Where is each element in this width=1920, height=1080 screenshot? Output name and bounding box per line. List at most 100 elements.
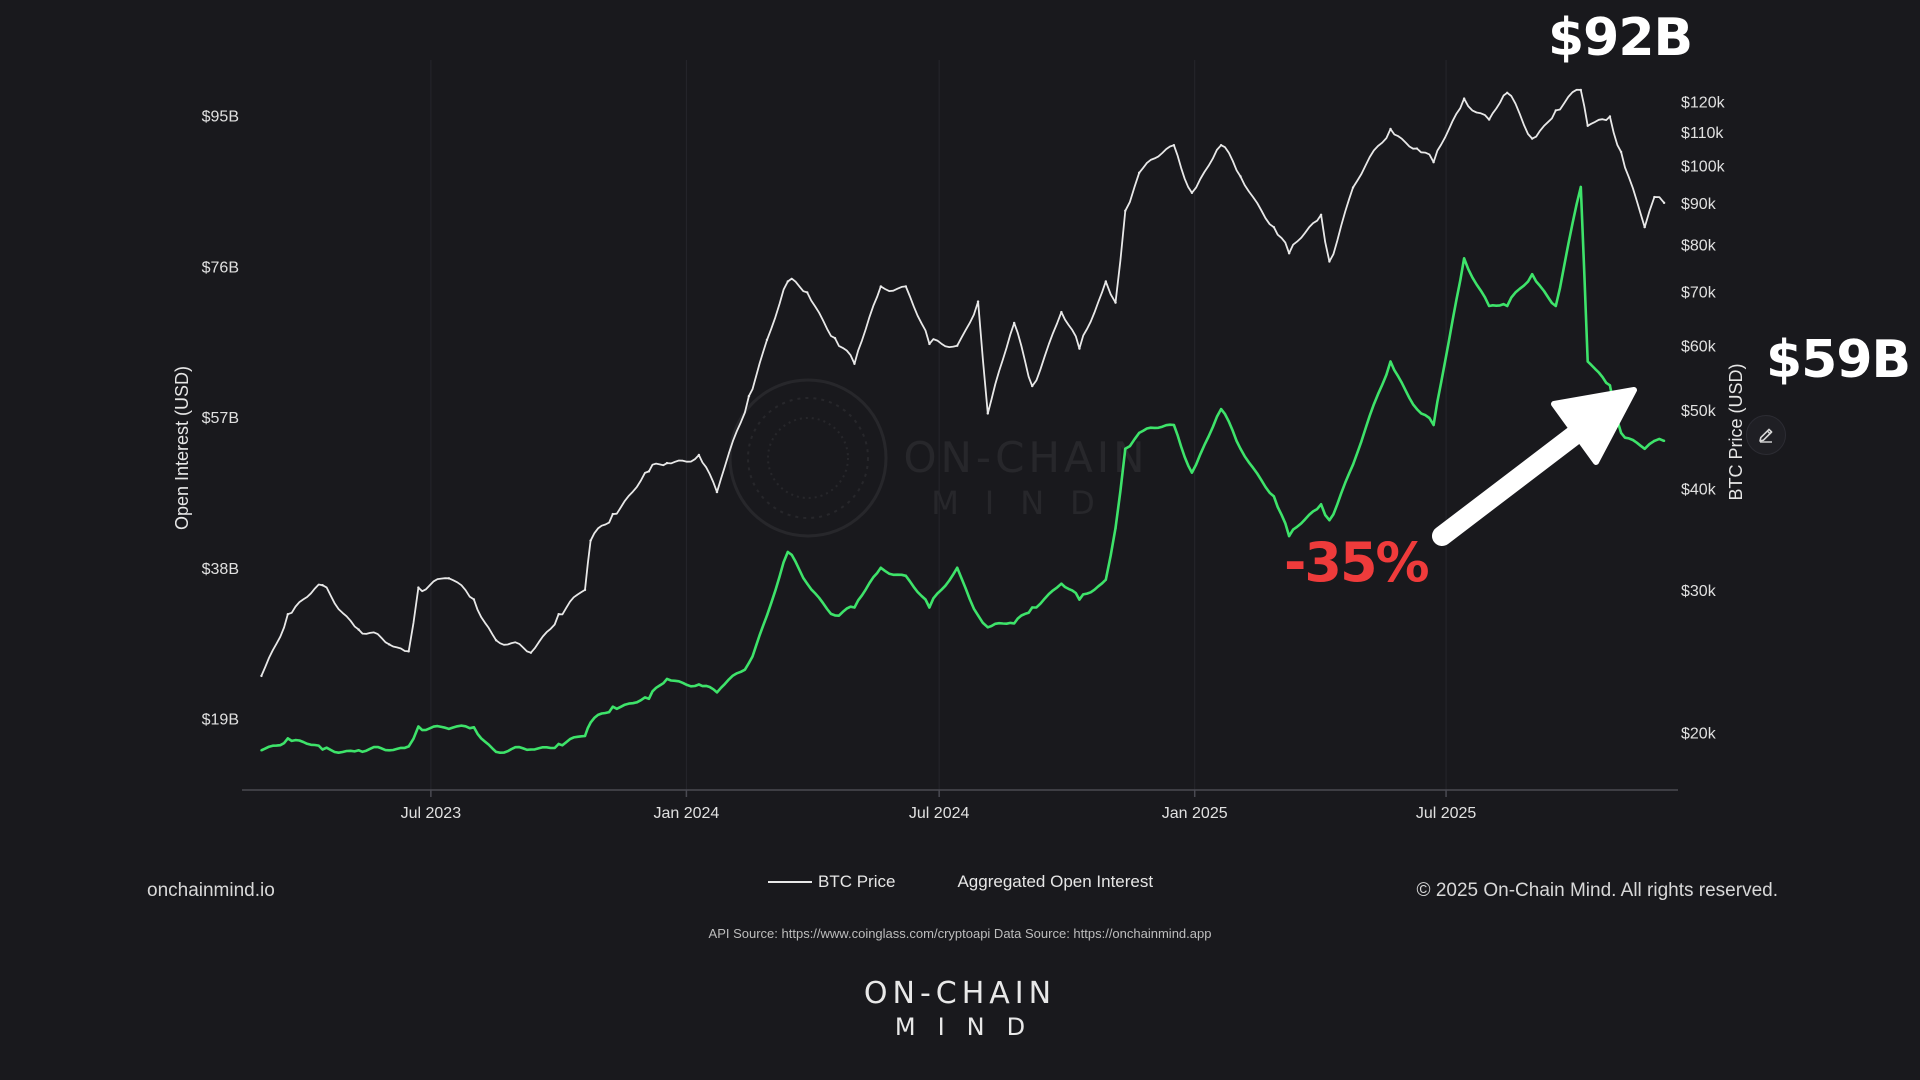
open-interest-point bbox=[494, 750, 498, 754]
btc-price-point bbox=[388, 643, 391, 646]
open-interest-point bbox=[1272, 495, 1276, 498]
y-left-tick-label-2: $57B bbox=[202, 410, 239, 427]
open-interest-point bbox=[647, 697, 651, 700]
open-interest-point bbox=[1505, 304, 1509, 308]
y-right-tick-label-5: $70k bbox=[1681, 284, 1717, 301]
btc-price-point bbox=[1012, 321, 1016, 325]
edit-button[interactable] bbox=[1746, 415, 1786, 455]
site-link[interactable]: onchainmind.io bbox=[147, 880, 275, 901]
btc-price-point bbox=[1219, 144, 1223, 147]
btc-price-point bbox=[806, 291, 809, 294]
btc-price-point bbox=[976, 300, 980, 303]
btc-price-point bbox=[1124, 209, 1127, 212]
y-right-tick-label-3: $90k bbox=[1681, 196, 1717, 213]
open-interest-point bbox=[928, 606, 931, 609]
btc-price-point bbox=[611, 512, 615, 516]
btc-price-point bbox=[1351, 186, 1355, 189]
y-right-tick-label-1: $110k bbox=[1681, 125, 1724, 142]
chart-legend: BTC Price Aggregated Open Interest bbox=[768, 872, 1153, 892]
brand-line2: MIND bbox=[894, 1013, 1048, 1041]
open-interest-point bbox=[1114, 526, 1117, 530]
open-interest-point bbox=[1060, 582, 1063, 585]
btc-price-point bbox=[879, 285, 883, 288]
open-interest-point bbox=[1662, 439, 1666, 443]
btc-price-point bbox=[260, 674, 263, 678]
btc-price-point bbox=[1608, 115, 1612, 118]
btc-price-point bbox=[1172, 144, 1176, 147]
btc-price-point bbox=[1319, 213, 1323, 216]
btc-price-point bbox=[853, 362, 856, 365]
open-interest-point bbox=[1530, 273, 1534, 276]
legend-swatch-btc-price bbox=[768, 881, 812, 883]
open-interest-point bbox=[1124, 447, 1127, 451]
btc-price-point bbox=[494, 639, 498, 642]
btc-price-point bbox=[665, 461, 669, 465]
btc-price-point bbox=[928, 342, 931, 346]
open-interest-point bbox=[589, 721, 592, 724]
open-interest-point bbox=[1287, 534, 1291, 538]
x-tick-label-0: Jul 2023 bbox=[401, 805, 462, 822]
btc-price-point bbox=[786, 280, 789, 283]
open-interest-point bbox=[1554, 304, 1557, 308]
watermark-line2: MIND bbox=[931, 484, 1121, 522]
y-left-tick-label-4: $19B bbox=[202, 712, 239, 729]
btc-price-point bbox=[1554, 109, 1557, 112]
y-left-tick-label-1: $76B bbox=[202, 259, 239, 276]
btc-price-point bbox=[1586, 124, 1589, 128]
open-interest-point bbox=[879, 566, 883, 570]
open-interest-point bbox=[986, 626, 989, 629]
open-interest-point bbox=[286, 737, 290, 740]
y-right-tick-label-4: $80k bbox=[1681, 237, 1717, 254]
btc-price-point bbox=[1505, 91, 1509, 94]
open-interest-point bbox=[853, 606, 856, 609]
x-tick-label-4: Jul 2025 bbox=[1416, 805, 1477, 822]
open-interest-point bbox=[1619, 431, 1623, 435]
open-interest-point bbox=[1608, 384, 1612, 387]
watermark-line1: ON-CHAIN bbox=[903, 433, 1148, 482]
open-interest-point bbox=[417, 725, 420, 728]
open-interest-point bbox=[806, 582, 809, 585]
y-right-tick-label-2: $100k bbox=[1681, 159, 1726, 176]
btc-price-point bbox=[647, 470, 651, 473]
btc-price-point bbox=[1272, 225, 1276, 229]
btc-price-point bbox=[583, 588, 587, 592]
drop-percentage-label: -35% bbox=[1284, 531, 1430, 594]
btc-price-point bbox=[1653, 195, 1656, 199]
open-interest-point bbox=[611, 705, 615, 708]
open-interest-point bbox=[1462, 257, 1466, 260]
y-right-tick-label-0: $120k bbox=[1681, 94, 1726, 111]
open-interest-point bbox=[1031, 606, 1034, 609]
btc-price-point bbox=[589, 539, 592, 542]
open-interest-point bbox=[1137, 431, 1141, 435]
open-interest-point bbox=[786, 550, 789, 554]
btc-price-point bbox=[1104, 280, 1108, 283]
btc-price-point bbox=[1415, 147, 1419, 150]
arrow-annotation bbox=[1432, 387, 1637, 546]
btc-price-point bbox=[447, 577, 451, 580]
open-interest-point bbox=[1012, 622, 1016, 625]
copyright-text: © 2025 On-Chain Mind. All rights reserve… bbox=[1416, 880, 1778, 901]
btc-price-point bbox=[1137, 171, 1141, 175]
btc-price-point bbox=[1662, 201, 1666, 205]
open-interest-point bbox=[1586, 360, 1589, 363]
legend-label-btc-price[interactable]: BTC Price bbox=[818, 872, 896, 891]
x-tick-label-1: Jan 2024 bbox=[653, 805, 719, 822]
btc-price-point bbox=[1031, 384, 1034, 388]
y-left-tick-label-0: $95B bbox=[202, 109, 239, 126]
btc-price-point bbox=[1389, 127, 1392, 131]
btc-price-point bbox=[715, 490, 719, 494]
open-interest-point bbox=[1104, 578, 1108, 581]
open-interest-point bbox=[1653, 439, 1656, 443]
legend-label-open-interest[interactable]: Aggregated Open Interest bbox=[957, 872, 1154, 891]
btc-price-point bbox=[747, 394, 751, 398]
brand-logo: ON-CHAIN MIND bbox=[0, 976, 1920, 1041]
y-right-tick-label-8: $40k bbox=[1681, 482, 1717, 499]
open-interest-point bbox=[715, 691, 719, 694]
y-right-tick-label-6: $60k bbox=[1681, 339, 1717, 356]
y-left-tick-label-3: $38B bbox=[202, 561, 239, 578]
btc-price-point bbox=[904, 285, 908, 288]
open-interest-point bbox=[1432, 423, 1435, 427]
btc-price-point bbox=[1190, 191, 1194, 195]
btc-price-point bbox=[1060, 310, 1063, 314]
y-right-tick-label-7: $50k bbox=[1681, 403, 1717, 420]
